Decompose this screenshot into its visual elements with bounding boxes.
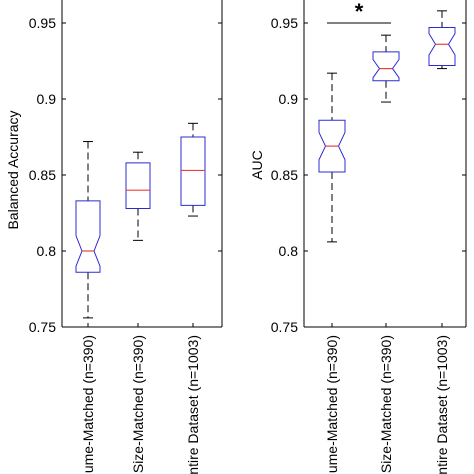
x-category-label: ntire Dataset (n=1003) — [185, 335, 201, 474]
y-tick-label: 0.95 — [29, 15, 56, 31]
y-tick-label: 0.75 — [271, 319, 298, 335]
box-plot-1 — [372, 34, 400, 103]
y-tick-label: 0.8 — [279, 243, 299, 259]
x-category-label: ume-Matched (n=390) — [324, 335, 340, 473]
y-tick-label: 0.85 — [29, 167, 56, 183]
box-body — [372, 51, 400, 82]
box-body — [180, 136, 206, 206]
y-tick-label: 0.85 — [271, 167, 298, 183]
box-plot-1 — [125, 151, 151, 241]
box-plot-0 — [75, 141, 101, 319]
panel-balanced-accuracy: 0.75 0.8 0.85 0.9 0.95 Balanced Accuracy ume-M… — [5, 0, 223, 474]
box-body — [75, 200, 101, 273]
y-axis-label: Balanced Accuracy — [5, 110, 21, 229]
x-category-label: Entire Dataset (n=1003) — [434, 335, 450, 474]
box-body — [318, 119, 346, 173]
y-tick-label: 0.75 — [29, 319, 56, 335]
panel-auc: 0.75 0.8 0.85 0.9 0.95 AUC ume-Matched (n=390)… — [249, 0, 467, 474]
x-category-label: ume-Matched (n=390) — [80, 335, 96, 473]
x-category-label: Size-Matched (n=390) — [130, 335, 146, 473]
box-body — [428, 27, 456, 67]
box-body — [125, 162, 151, 209]
x-category-label: Size-Matched (n=390) — [378, 335, 394, 473]
significance-star: * — [355, 0, 364, 24]
y-tick-label: 0.9 — [279, 91, 299, 107]
y-tick-label: 0.95 — [271, 15, 298, 31]
box-plot-2 — [428, 10, 456, 70]
y-tick-label: 0.8 — [37, 243, 57, 259]
box-plot-2 — [180, 122, 206, 217]
box-plot-0 — [318, 72, 346, 243]
y-tick-label: 0.9 — [37, 91, 57, 107]
y-axis-label: AUC — [249, 150, 265, 180]
